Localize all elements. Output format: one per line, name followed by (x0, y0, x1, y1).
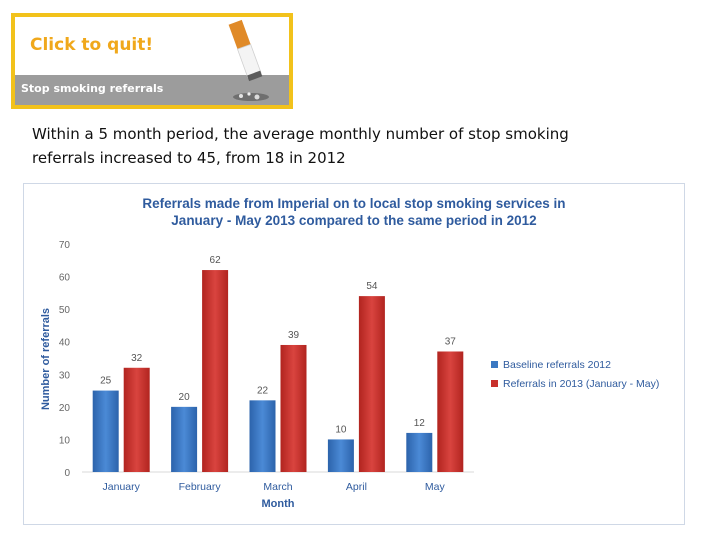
y-tick-label: 30 (59, 370, 71, 381)
bar-referrals-2013 (280, 344, 307, 472)
data-label: 54 (366, 281, 378, 292)
referrals-chart: Referrals made from Imperial on to local… (23, 183, 685, 525)
legend-swatch (491, 361, 498, 368)
y-tick-label: 50 (59, 305, 71, 316)
legend-swatch (491, 380, 498, 387)
bar-baseline-2012 (92, 390, 119, 472)
banner-subtitle: Stop smoking referrals (21, 82, 164, 95)
banner-title: Click to quit! (30, 35, 154, 55)
x-axis-label: Month (262, 498, 295, 510)
bar-baseline-2012 (327, 439, 354, 472)
chart-svg: Referrals made from Imperial on to local… (40, 196, 659, 510)
data-label: 62 (210, 255, 222, 266)
data-label: 25 (100, 376, 112, 387)
data-label: 39 (288, 330, 300, 341)
legend-entry: Baseline referrals 2012 (503, 359, 611, 371)
headline-line-2: referrals increased to 45, from 18 in 20… (32, 149, 346, 167)
y-tick-label: 0 (64, 468, 70, 479)
bar-referrals-2013 (437, 351, 464, 472)
click-to-quit-banner[interactable]: Click to quit! Stop smoking referrals (11, 13, 293, 109)
data-label: 10 (335, 424, 347, 435)
bar-baseline-2012 (249, 400, 276, 472)
y-tick-label: 60 (59, 273, 71, 284)
chart-title-line-1: Referrals made from Imperial on to local… (142, 196, 565, 211)
data-label: 12 (414, 418, 426, 429)
bar-referrals-2013 (202, 270, 229, 472)
x-tick-label: March (263, 481, 292, 493)
x-tick-label: May (425, 481, 446, 493)
bar-referrals-2013 (123, 367, 150, 472)
cigarette-icon (211, 19, 289, 105)
x-tick-label: January (103, 481, 141, 493)
data-label: 22 (257, 385, 269, 396)
x-tick-label: February (179, 481, 222, 493)
x-tick-label: April (346, 481, 367, 493)
bar-referrals-2013 (358, 296, 385, 472)
y-tick-label: 70 (59, 240, 71, 251)
legend-entry: Referrals in 2013 (January - May) (503, 378, 659, 390)
y-axis-label: Number of referrals (40, 308, 52, 410)
data-label: 20 (179, 392, 191, 403)
y-tick-label: 10 (59, 435, 71, 446)
bar-baseline-2012 (171, 406, 198, 472)
bar-baseline-2012 (406, 432, 433, 472)
data-label: 37 (445, 336, 457, 347)
y-tick-label: 40 (59, 338, 71, 349)
y-tick-label: 20 (59, 403, 71, 414)
headline-line-1: Within a 5 month period, the average mon… (32, 125, 569, 143)
chart-title-line-2: January - May 2013 compared to the same … (171, 213, 536, 228)
data-label: 32 (131, 353, 143, 364)
headline-text: Within a 5 month period, the average mon… (32, 122, 672, 170)
